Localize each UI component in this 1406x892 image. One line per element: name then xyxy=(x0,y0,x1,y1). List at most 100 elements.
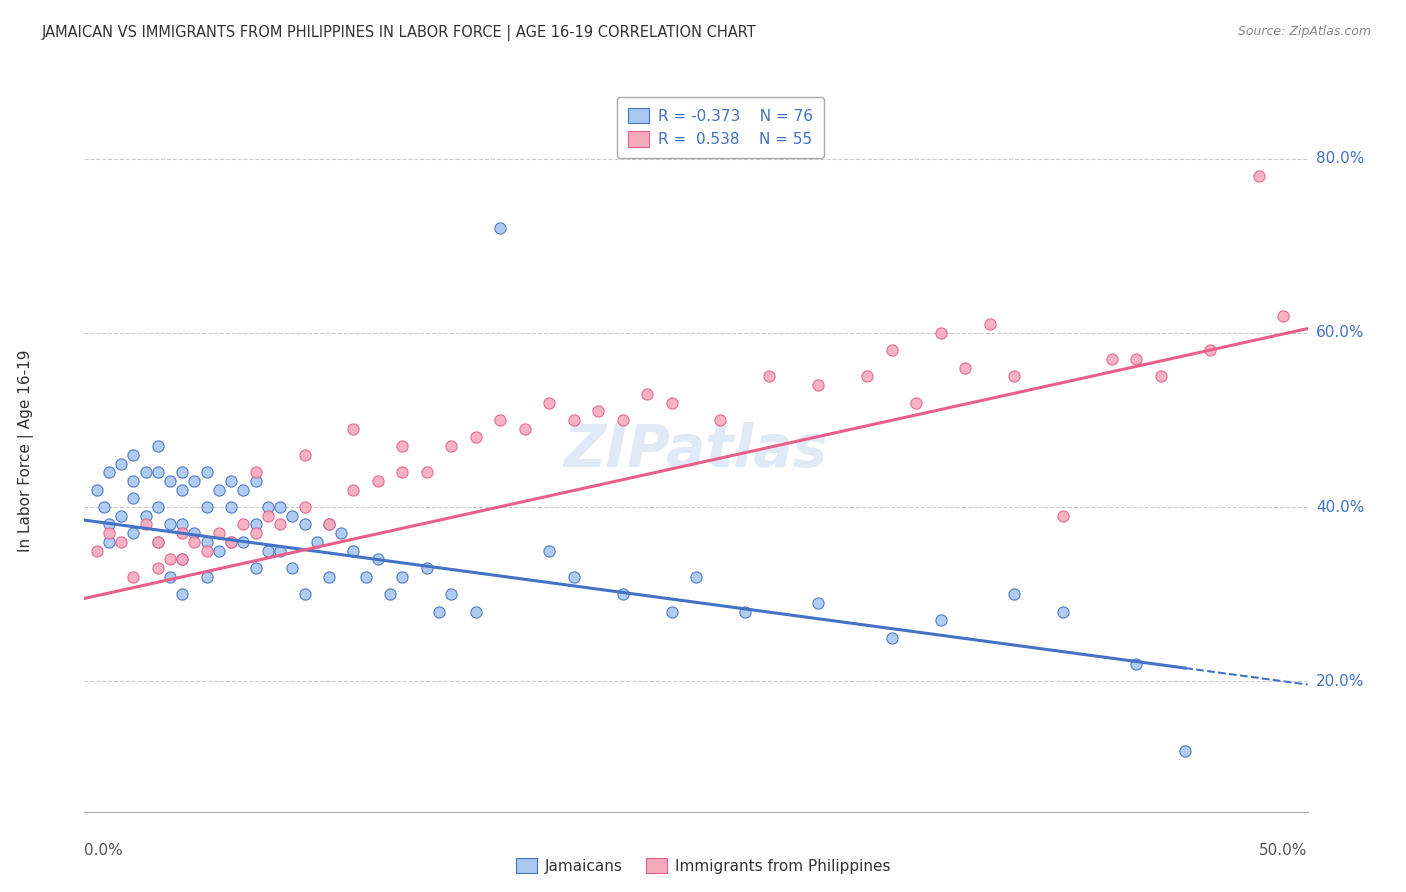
Point xyxy=(1247,169,1270,184)
Point xyxy=(734,605,756,619)
Point xyxy=(219,474,242,488)
Point xyxy=(612,413,634,427)
Point xyxy=(172,552,194,566)
Point xyxy=(562,570,585,584)
Point xyxy=(159,570,181,584)
Text: Source: ZipAtlas.com: Source: ZipAtlas.com xyxy=(1237,25,1371,38)
Point xyxy=(391,570,413,584)
Point xyxy=(195,465,218,479)
Point xyxy=(513,422,536,436)
Point xyxy=(219,500,242,514)
Text: ZIPatlas: ZIPatlas xyxy=(564,422,828,479)
Point xyxy=(135,508,157,523)
Point xyxy=(122,448,145,462)
Point xyxy=(1272,309,1295,323)
Point xyxy=(146,465,169,479)
Point xyxy=(219,534,242,549)
Point xyxy=(979,317,1001,331)
Point xyxy=(464,430,486,444)
Point xyxy=(807,378,830,392)
Point xyxy=(880,343,903,358)
Point xyxy=(427,605,450,619)
Point xyxy=(195,534,218,549)
Point xyxy=(232,517,254,532)
Point xyxy=(685,570,707,584)
Point xyxy=(562,413,585,427)
Point xyxy=(172,587,194,601)
Point xyxy=(245,474,267,488)
Point xyxy=(195,543,218,558)
Point xyxy=(953,360,976,375)
Point xyxy=(380,587,402,601)
Point xyxy=(135,465,157,479)
Point xyxy=(391,439,413,453)
Point xyxy=(86,543,108,558)
Point xyxy=(195,570,218,584)
Point xyxy=(538,543,561,558)
Point xyxy=(122,570,145,584)
Text: 40.0%: 40.0% xyxy=(1316,500,1364,515)
Point xyxy=(146,439,169,453)
Point xyxy=(709,413,731,427)
Point xyxy=(342,422,364,436)
Point xyxy=(269,517,291,532)
Point xyxy=(440,587,463,601)
Point xyxy=(257,508,280,523)
Point xyxy=(281,508,304,523)
Point xyxy=(172,552,194,566)
Point xyxy=(122,474,145,488)
Point xyxy=(464,605,486,619)
Text: 50.0%: 50.0% xyxy=(1260,843,1308,858)
Point xyxy=(856,369,879,384)
Point xyxy=(294,587,316,601)
Legend: R = -0.373    N = 76, R =  0.538    N = 55: R = -0.373 N = 76, R = 0.538 N = 55 xyxy=(617,97,824,158)
Point xyxy=(183,526,205,541)
Point xyxy=(1125,657,1147,671)
Point xyxy=(342,483,364,497)
Point xyxy=(661,395,683,409)
Point xyxy=(97,517,120,532)
Point xyxy=(586,404,609,418)
Point xyxy=(294,500,316,514)
Point xyxy=(318,570,340,584)
Point xyxy=(110,508,132,523)
Point xyxy=(245,517,267,532)
Point xyxy=(367,474,389,488)
Point xyxy=(97,465,120,479)
Point xyxy=(440,439,463,453)
Text: 60.0%: 60.0% xyxy=(1316,326,1364,341)
Point xyxy=(1150,369,1173,384)
Point xyxy=(146,500,169,514)
Point xyxy=(97,534,120,549)
Point xyxy=(489,221,512,235)
Point xyxy=(159,474,181,488)
Point xyxy=(367,552,389,566)
Point xyxy=(269,543,291,558)
Point xyxy=(294,517,316,532)
Point xyxy=(1052,508,1074,523)
Point xyxy=(86,483,108,497)
Point xyxy=(354,570,377,584)
Point xyxy=(183,534,205,549)
Legend: Jamaicans, Immigrants from Philippines: Jamaicans, Immigrants from Philippines xyxy=(510,852,896,880)
Point xyxy=(122,526,145,541)
Point xyxy=(110,534,132,549)
Point xyxy=(122,491,145,506)
Point xyxy=(305,534,328,549)
Point xyxy=(929,326,952,340)
Point xyxy=(294,448,316,462)
Point xyxy=(232,483,254,497)
Point xyxy=(159,552,181,566)
Point xyxy=(661,605,683,619)
Point xyxy=(538,395,561,409)
Text: 20.0%: 20.0% xyxy=(1316,673,1364,689)
Point xyxy=(489,413,512,427)
Point xyxy=(208,543,231,558)
Point xyxy=(880,631,903,645)
Text: 80.0%: 80.0% xyxy=(1316,152,1364,166)
Point xyxy=(1101,352,1123,367)
Point xyxy=(391,465,413,479)
Point xyxy=(318,517,340,532)
Point xyxy=(172,526,194,541)
Point xyxy=(929,613,952,627)
